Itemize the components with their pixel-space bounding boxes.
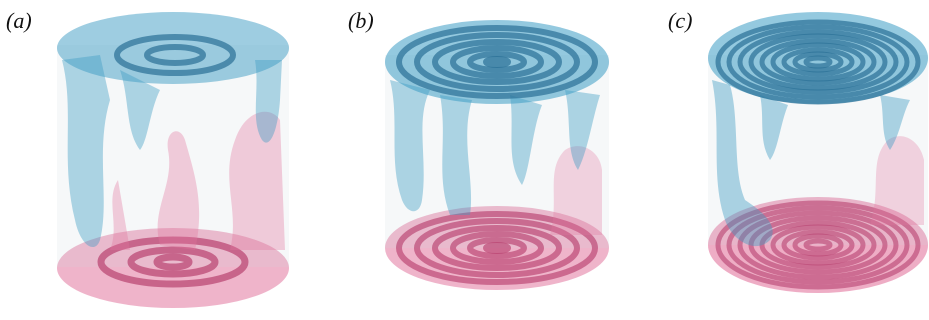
top-rings-c (715, 19, 921, 105)
bottom-rings-c (715, 200, 921, 290)
cold-plumes-a (62, 55, 282, 248)
bottom-rings-b (396, 211, 598, 285)
hot-plumes-a (110, 111, 285, 250)
cylinder-visualization-c (708, 12, 928, 293)
bottom-rings-a (97, 236, 249, 288)
panel-a: (a) (0, 0, 310, 320)
cylinder-visualization-a (57, 12, 289, 308)
panel-b: (b) (310, 0, 620, 320)
cold-plumes-c (712, 80, 910, 247)
cylinder-visualization-b (385, 20, 609, 290)
cylinder-a (57, 12, 289, 308)
top-rings-a (114, 34, 236, 76)
top-rings-b (396, 25, 598, 99)
panel-label-a: (a) (6, 8, 32, 33)
hot-plumes-b (550, 146, 602, 235)
cylinder-b (385, 20, 609, 290)
panel-c: (c) (620, 0, 929, 320)
cold-plumes-b (390, 80, 600, 215)
panel-label-c: (c) (668, 8, 693, 33)
panel-label-b: (b) (348, 8, 374, 33)
hot-plumes-c (870, 136, 924, 225)
cylinder-c (708, 12, 928, 293)
